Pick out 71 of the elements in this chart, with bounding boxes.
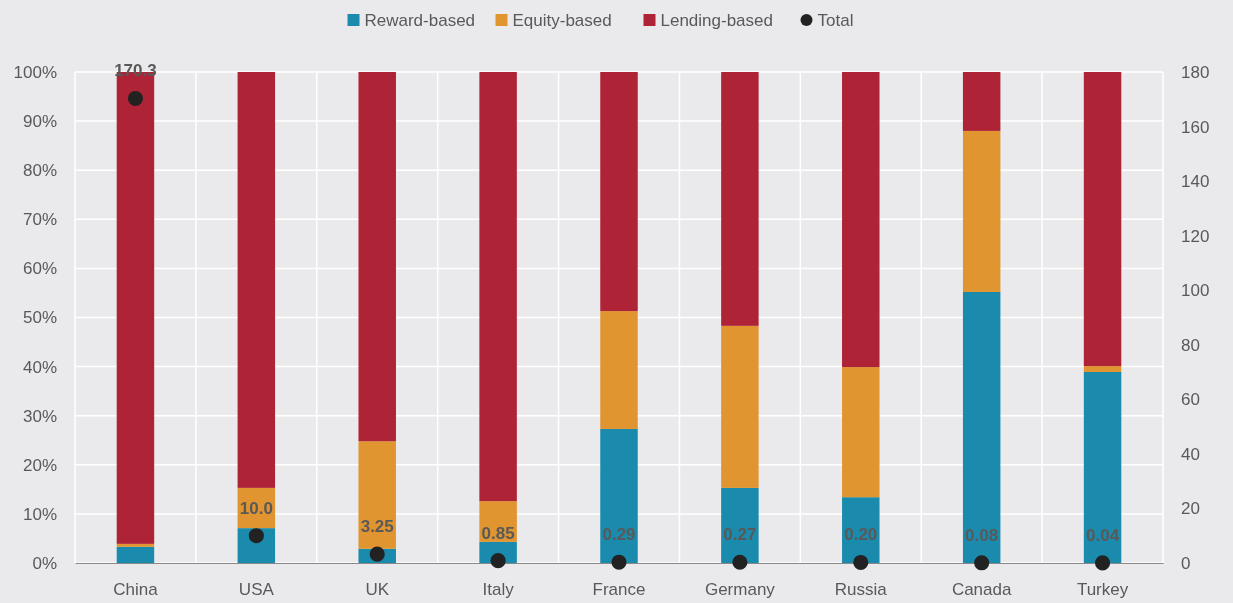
bar <box>479 72 517 502</box>
y-tick-label: 60% <box>22 259 57 279</box>
bar <box>358 72 396 442</box>
point <box>974 555 990 571</box>
y-tick-label: 50% <box>22 308 57 328</box>
bar <box>721 325 759 488</box>
x-tick-label: Canada <box>951 580 1012 600</box>
legend-label: Lending-based <box>660 11 773 30</box>
data-label: 0.20 <box>844 525 878 545</box>
bar <box>1083 372 1122 563</box>
point <box>611 554 627 570</box>
bar <box>116 543 155 547</box>
x-tick-label: Turkey <box>1076 580 1129 600</box>
y2-tick-label: 80 <box>1181 335 1200 355</box>
x-tick-label: Russia <box>834 580 888 600</box>
bar <box>962 72 1001 131</box>
y2-tick-label: 40 <box>1181 444 1200 464</box>
bar <box>600 311 638 429</box>
y-tick-label: 30% <box>22 406 57 426</box>
x-tick-label: Germany <box>704 580 776 600</box>
bar <box>842 367 880 498</box>
bar <box>962 130 1001 292</box>
point <box>248 528 264 544</box>
bar <box>358 441 396 549</box>
bar <box>1083 72 1122 367</box>
x-tick-label: France <box>592 580 646 600</box>
data-label: 0.29 <box>602 525 636 545</box>
y2-tick-label: 60 <box>1181 390 1200 410</box>
y-tick-label: 100% <box>13 62 57 82</box>
y2-tick-label: 0 <box>1181 553 1191 573</box>
x-tick-label: UK <box>365 580 390 600</box>
bar <box>600 428 638 563</box>
data-label: 10.0 <box>239 498 273 518</box>
legend-label: Reward-based <box>364 11 476 30</box>
point <box>732 554 748 570</box>
y-tick-label: 20% <box>22 455 57 475</box>
x-tick-label: Italy <box>482 580 515 600</box>
y2-tick-label: 180 <box>1181 62 1210 82</box>
y2-tick-label: 160 <box>1181 117 1210 137</box>
data-label: 0.04 <box>1086 525 1120 545</box>
y-tick-label: 10% <box>22 504 57 524</box>
bar <box>842 72 880 368</box>
bar <box>721 72 759 326</box>
data-label: 0.85 <box>481 523 515 543</box>
point <box>1094 555 1111 571</box>
bar <box>721 487 759 563</box>
y-tick-label: 90% <box>22 112 57 132</box>
bar <box>116 546 155 563</box>
point <box>490 553 506 569</box>
y2-tick-label: 20 <box>1181 499 1200 519</box>
bar <box>962 291 1001 563</box>
data-label: 3.25 <box>360 517 394 537</box>
bar <box>1083 366 1122 372</box>
bar <box>600 72 638 312</box>
data-label: 0.27 <box>723 525 757 545</box>
legend-label: Total <box>817 11 854 30</box>
point <box>369 546 385 562</box>
y2-tick-label: 140 <box>1181 172 1210 192</box>
y-tick-label: 80% <box>22 161 57 181</box>
y-tick-label: 70% <box>22 210 57 230</box>
y2-tick-label: 120 <box>1181 226 1210 246</box>
point <box>853 554 869 571</box>
y-tick-label: 0% <box>32 553 57 573</box>
point <box>127 90 144 107</box>
data-label: 0.08 <box>965 525 999 545</box>
bar <box>237 72 276 488</box>
y2-tick-label: 100 <box>1181 281 1210 301</box>
x-tick-label: China <box>113 580 159 600</box>
y-tick-label: 40% <box>22 357 57 377</box>
legend-label: Equity-based <box>512 11 612 30</box>
x-tick-label: USA <box>238 580 275 600</box>
